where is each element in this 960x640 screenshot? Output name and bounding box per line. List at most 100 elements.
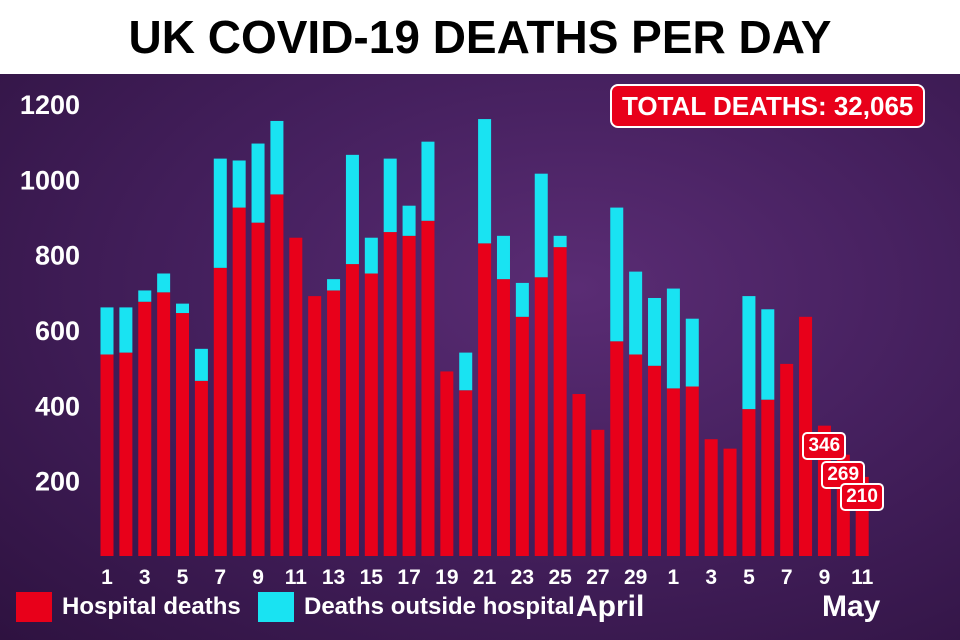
- bar-hospital: [496, 279, 510, 556]
- y-tick-label: 600: [35, 316, 80, 346]
- bar-hospital: [610, 341, 624, 556]
- legend-outside: Deaths outside hospital: [258, 592, 575, 622]
- bar-hospital: [629, 354, 643, 556]
- x-tick-label: 23: [511, 566, 534, 589]
- legend-swatch-outside: [258, 592, 294, 622]
- y-tick-label: 1000: [20, 165, 80, 195]
- bar-outside-hospital: [251, 143, 265, 223]
- bar-hospital: [685, 386, 699, 556]
- bar-hospital: [308, 296, 322, 556]
- bar-hospital: [251, 222, 265, 556]
- bar-outside-hospital: [232, 160, 246, 208]
- x-tick-label: 5: [743, 566, 755, 589]
- bar-hospital: [666, 388, 680, 556]
- legend-label-outside: Deaths outside hospital: [304, 593, 575, 620]
- bars-group: [100, 119, 869, 557]
- x-tick-label: 7: [781, 566, 793, 589]
- bar-hospital: [100, 354, 114, 556]
- bar-outside-hospital: [213, 158, 227, 268]
- x-tick-label: 13: [322, 566, 345, 589]
- bar-outside-hospital: [194, 348, 208, 381]
- x-tick-label: 7: [214, 566, 226, 589]
- bar-outside-hospital: [553, 235, 567, 248]
- bar-outside-hospital: [327, 279, 341, 291]
- chart-title: UK COVID-19 DEATHS PER DAY: [128, 11, 832, 63]
- bar-outside-hospital: [515, 282, 529, 317]
- bar-outside-hospital: [666, 288, 680, 389]
- x-tick-label: 21: [473, 566, 497, 589]
- bar-hospital: [213, 267, 227, 556]
- bar-outside-hospital: [478, 119, 492, 244]
- bar-outside-hospital: [610, 207, 624, 342]
- bar-hospital: [138, 301, 152, 556]
- x-tick-label: 19: [435, 566, 458, 589]
- x-axis-ticks: 1 3 5 7 9 11 13 15 17 19 21 23 25 27 29 1 3 5 7 9 11: [101, 566, 873, 589]
- title-bar: UK COVID-19 DEATHS PER DAY: [0, 0, 960, 74]
- y-tick-label: 200: [35, 467, 80, 497]
- bar-outside-hospital: [742, 296, 756, 410]
- bar-hospital: [440, 371, 454, 556]
- bar-hospital: [194, 380, 208, 556]
- x-tick-label: 27: [586, 566, 609, 589]
- bar-outside-hospital: [383, 158, 397, 233]
- bar-outside-hospital: [459, 352, 473, 391]
- bar-hospital: [572, 394, 586, 556]
- bar-hospital: [723, 448, 737, 556]
- bar-hospital: [421, 220, 435, 556]
- bar-hospital: [478, 243, 492, 556]
- bar-outside-hospital: [421, 141, 435, 221]
- legend-label-hospital: Hospital deaths: [62, 593, 241, 620]
- bar-outside-hospital: [364, 237, 378, 274]
- bar-outside-hospital: [629, 271, 643, 355]
- bar-hospital: [534, 277, 548, 556]
- y-tick-label: 800: [35, 241, 80, 271]
- month-label-april: April: [576, 590, 645, 623]
- y-tick-label: 400: [35, 391, 80, 421]
- bar-hospital: [289, 237, 303, 556]
- total-deaths-badge: TOTAL DEATHS: 32,065: [610, 84, 926, 128]
- bar-outside-hospital: [402, 205, 416, 236]
- bar-outside-hospital: [761, 309, 775, 400]
- bar-outside-hospital: [685, 318, 699, 387]
- month-label-may: May: [822, 590, 881, 623]
- y-axis-ticks: 200 400 600 800 1000 1200: [20, 90, 80, 497]
- x-tick-label: 3: [705, 566, 717, 589]
- bar-hospital: [157, 292, 171, 556]
- bar-hospital: [704, 439, 718, 556]
- x-tick-label: 11: [851, 566, 874, 589]
- bar-hospital: [553, 247, 567, 556]
- legend-swatch-hospital: [16, 592, 52, 622]
- bar-outside-hospital: [100, 307, 114, 355]
- x-tick-label: 17: [397, 566, 420, 589]
- bar-hospital: [648, 365, 662, 556]
- x-tick-label: 1: [101, 566, 113, 589]
- bar-hospital: [515, 316, 529, 556]
- bar-hospital: [742, 409, 756, 556]
- x-tick-label: 9: [819, 566, 831, 589]
- bar-hospital: [459, 390, 473, 556]
- bar-outside-hospital: [119, 307, 133, 353]
- bar-hospital: [402, 235, 416, 557]
- x-tick-label: 15: [360, 566, 384, 589]
- bar-hospital: [780, 363, 794, 556]
- x-tick-label: 25: [548, 566, 572, 589]
- x-tick-label: 29: [624, 566, 647, 589]
- total-deaths-label: TOTAL DEATHS: 32,065: [622, 90, 914, 121]
- bar-outside-hospital: [176, 303, 190, 314]
- bar-hospital: [176, 313, 190, 556]
- x-tick-label: 5: [177, 566, 189, 589]
- bar-hospital: [364, 273, 378, 556]
- bar-hospital: [270, 194, 284, 556]
- value-annotation: 210: [840, 482, 884, 511]
- legend-hospital: Hospital deaths: [16, 592, 241, 622]
- bar-outside-hospital: [157, 273, 171, 293]
- bar-hospital: [119, 352, 133, 556]
- bar-hospital: [761, 399, 775, 556]
- bar-outside-hospital: [648, 297, 662, 366]
- bar-outside-hospital: [534, 173, 548, 278]
- bar-hospital: [345, 264, 359, 556]
- bar-hospital: [327, 290, 341, 556]
- bar-hospital: [383, 232, 397, 557]
